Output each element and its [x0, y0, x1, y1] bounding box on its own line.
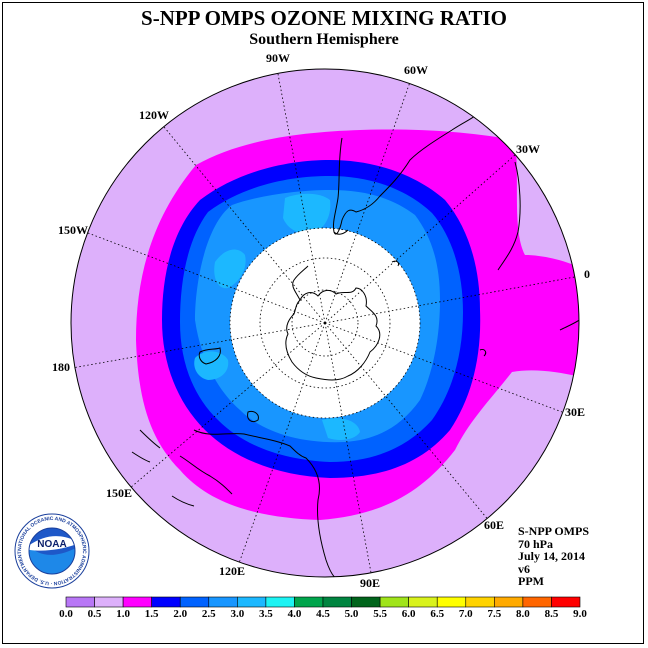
- antarctica-coastline: [285, 287, 381, 381]
- colorbar-tick-label: 3.5: [259, 608, 273, 620]
- longitude-label-150w: 150W: [58, 223, 88, 237]
- colorbar-tick-label: 6.5: [430, 608, 445, 620]
- longitude-label-30e: 30E: [565, 405, 586, 419]
- instrument-label: S-NPP OMPS: [518, 524, 589, 538]
- longitude-label-150e: 150E: [106, 486, 133, 500]
- longitude-label-30w: 30W: [516, 142, 540, 156]
- colorbar-tick-label: 2.5: [201, 608, 216, 620]
- colorbar-tick-label: 1.5: [144, 608, 159, 620]
- colorbar-tick-label: 8.0: [516, 608, 530, 620]
- ozone-band-3-0-3-5: [214, 249, 246, 289]
- colorbar-tick-label: 7.0: [458, 608, 473, 620]
- units-label: PPM: [518, 574, 544, 588]
- colorbar-tick-label: 7.5: [487, 608, 502, 620]
- colorbar-tick-label: 9.0: [573, 608, 587, 620]
- longitude-label-90e: 90E: [360, 576, 381, 590]
- date-label: July 14, 2014: [518, 549, 586, 563]
- colorbar-tick-label: 3.0: [230, 608, 245, 620]
- new-guinea-coastline: [179, 455, 233, 495]
- kerguelen-island: [479, 349, 487, 357]
- longitude-label-180: 180: [52, 360, 70, 374]
- africa-coastline: [497, 161, 521, 271]
- indonesia-coastline: [131, 429, 195, 507]
- colorbar-tick-label: 2.0: [173, 608, 188, 620]
- map-title: S-NPP OMPS OZONE MIXING RATIO: [141, 6, 507, 30]
- tierra-del-fuego: [333, 229, 349, 235]
- ozone-band-3-0-3-5: [283, 193, 331, 234]
- colorbar-tick-label: 5.5: [373, 608, 387, 620]
- colorbar-tick-label: 0.5: [87, 608, 102, 620]
- new-zealand-coastline: [198, 347, 221, 365]
- longitude-label-60e: 60E: [484, 518, 505, 532]
- antarctic-peninsula: [292, 265, 309, 301]
- tasmania-coastline: [247, 411, 259, 423]
- map-subtitle: Southern Hemisphere: [249, 31, 399, 48]
- longitude-label-120w: 120W: [139, 108, 169, 122]
- longitude-label-120e: 120E: [219, 564, 246, 578]
- colorbar-tick-label: 5.0: [344, 608, 359, 620]
- map-border-circle: [70, 68, 580, 578]
- madagascar-coastline: [559, 317, 579, 331]
- colorbar-tick-label: 0.0: [59, 608, 73, 620]
- noaa-logo-wordmark: NOAA: [37, 539, 66, 550]
- coastlines: [131, 111, 579, 577]
- map-info-block: S-NPP OMPS 70 hPa July 14, 2014 v6 PPM: [518, 525, 589, 588]
- version-label: v6: [518, 561, 530, 576]
- noaa-logo: NATIONAL OCEANIC AND ATMOSPHERIC ADMINIS…: [14, 513, 90, 589]
- longitude-label-60w: 60W: [404, 63, 428, 77]
- pressure-level-label: 70 hPa: [518, 536, 554, 551]
- graticule-meridians: [71, 73, 579, 577]
- ozone-band-3-0-3-5: [322, 418, 360, 440]
- colorbar-tick-label: 8.5: [544, 608, 559, 620]
- longitude-label-0: 0: [584, 267, 590, 281]
- longitude-label-90w: 90W: [266, 51, 290, 65]
- australia-coastline: [193, 429, 339, 577]
- colorbar-tick-label: 4.5: [316, 608, 330, 620]
- south-america-coastline: [333, 111, 481, 235]
- colorbar-tick-label: 1.0: [116, 608, 130, 620]
- south-georgia-island: [391, 260, 399, 267]
- colorbar-tick-label: 6.0: [401, 608, 416, 620]
- ozone-band-3-0-3-5: [194, 351, 229, 380]
- colorbar-tick-label: 4.0: [287, 608, 302, 620]
